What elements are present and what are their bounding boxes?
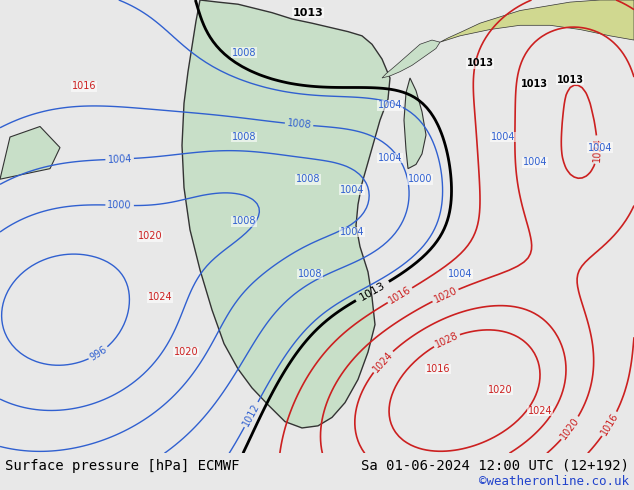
Text: 1013: 1013: [293, 8, 323, 18]
Text: 1020: 1020: [432, 286, 458, 305]
Text: 1020: 1020: [138, 231, 162, 241]
Text: 1004: 1004: [340, 185, 365, 195]
Text: 1008: 1008: [295, 174, 320, 184]
Polygon shape: [382, 40, 440, 78]
Polygon shape: [182, 0, 390, 428]
Text: 1008: 1008: [287, 119, 312, 130]
Text: Surface pressure [hPa] ECMWF: Surface pressure [hPa] ECMWF: [5, 459, 240, 472]
Text: 1024: 1024: [527, 406, 552, 416]
Text: 1024: 1024: [148, 292, 172, 302]
Text: 996: 996: [88, 344, 109, 363]
Text: 1004: 1004: [378, 100, 402, 110]
Polygon shape: [0, 126, 60, 179]
Text: 1008: 1008: [298, 269, 322, 279]
Text: 1004: 1004: [588, 143, 612, 152]
Text: 1020: 1020: [488, 385, 512, 395]
Text: 1004: 1004: [107, 153, 132, 165]
Text: 1013: 1013: [467, 58, 493, 68]
Text: 1004: 1004: [523, 157, 547, 167]
Text: 1004: 1004: [491, 132, 515, 142]
Text: 1020: 1020: [174, 347, 198, 357]
Text: 1008: 1008: [232, 132, 256, 142]
Text: 1004: 1004: [340, 227, 365, 237]
Text: 1008: 1008: [232, 48, 256, 58]
Text: 1012: 1012: [241, 401, 261, 428]
Text: 1024: 1024: [592, 137, 603, 162]
Text: 1024: 1024: [371, 349, 395, 374]
Text: 1016: 1016: [599, 411, 621, 437]
Text: 1004: 1004: [378, 153, 402, 163]
Text: 1020: 1020: [559, 416, 581, 441]
Polygon shape: [404, 78, 426, 169]
Text: 1013: 1013: [557, 75, 583, 85]
Text: 1013: 1013: [358, 280, 387, 302]
Text: 1016: 1016: [426, 364, 450, 374]
Text: 1000: 1000: [408, 174, 432, 184]
Text: 1016: 1016: [72, 81, 96, 92]
Text: 1016: 1016: [387, 285, 413, 306]
Text: 1000: 1000: [107, 200, 132, 211]
Text: Sa 01-06-2024 12:00 UTC (12+192): Sa 01-06-2024 12:00 UTC (12+192): [361, 459, 629, 472]
Text: 1004: 1004: [448, 269, 472, 279]
Polygon shape: [440, 0, 634, 42]
Text: 1013: 1013: [521, 79, 548, 89]
Text: ©weatheronline.co.uk: ©weatheronline.co.uk: [479, 475, 629, 489]
Text: 1008: 1008: [232, 217, 256, 226]
Text: 1028: 1028: [433, 330, 460, 350]
